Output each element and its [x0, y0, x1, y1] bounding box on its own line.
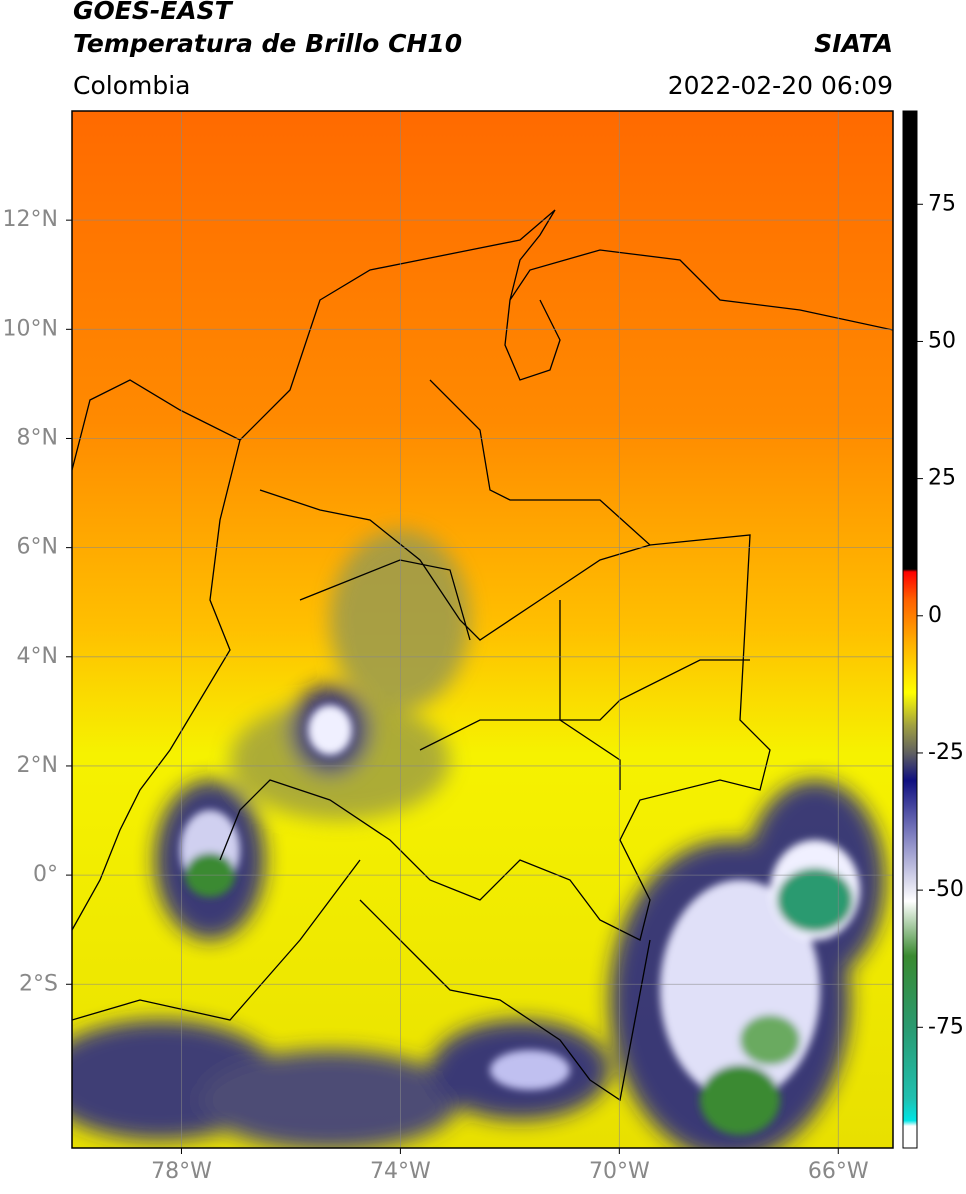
y-tick-label: 2°N — [17, 753, 58, 778]
y-tick-label: 8°N — [17, 425, 58, 450]
colorbar-tick-label: -50 — [928, 877, 964, 902]
title: GOES-EAST — [73, 0, 234, 25]
datetime: 2022-02-20 06:09 — [668, 71, 893, 100]
colorbar-tick-label: 25 — [928, 466, 956, 491]
x-tick-label: 70°W — [589, 1159, 650, 1184]
x-tick-label: 78°W — [151, 1159, 212, 1184]
y-tick-label: 6°N — [17, 535, 58, 560]
y-tick-label: 10°N — [3, 316, 58, 341]
colorbar-tick-label: -25 — [928, 740, 964, 765]
colorbar-tick-label: 0 — [928, 603, 942, 628]
y-tick-label: 4°N — [17, 644, 58, 669]
x-tick-label: 74°W — [370, 1159, 431, 1184]
y-tick-label: 0° — [33, 862, 58, 887]
map-frame — [71, 110, 894, 1149]
subtitle: Temperatura de Brillo CH10 — [73, 29, 462, 58]
y-tick-label: 12°N — [3, 207, 58, 232]
colorbar-tick-label: 50 — [928, 328, 956, 353]
region: Colombia — [73, 71, 190, 100]
colorbar-tick-label: 75 — [928, 191, 956, 216]
x-tick-label: 66°W — [808, 1159, 869, 1184]
map-image — [72, 111, 893, 1148]
colorbar — [902, 110, 918, 1149]
y-tick-label: 2°S — [19, 971, 58, 996]
colorbar-tick-label: -75 — [928, 1014, 964, 1039]
source: SIATA — [814, 29, 893, 58]
